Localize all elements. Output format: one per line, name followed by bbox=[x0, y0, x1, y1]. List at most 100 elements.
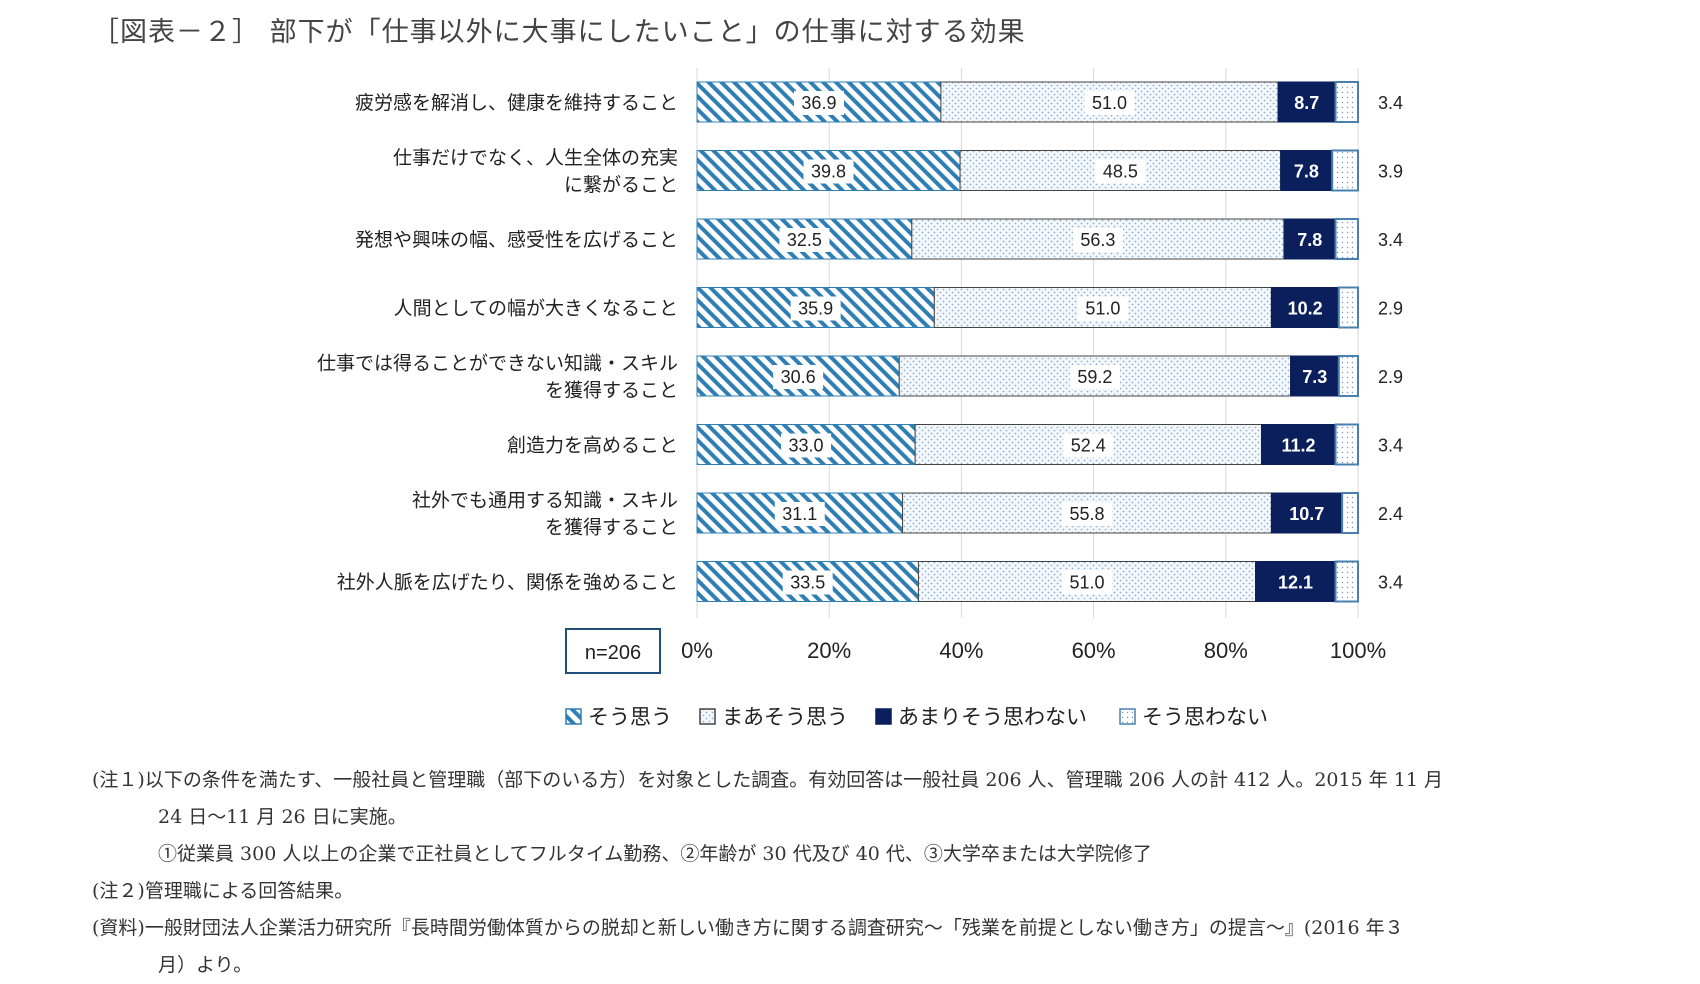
data-label: 3.4 bbox=[1378, 93, 1403, 113]
legend-label: あまりそう思わない bbox=[898, 705, 1087, 729]
data-label: 2.9 bbox=[1378, 367, 1403, 387]
data-label-bg bbox=[1084, 91, 1135, 115]
data-label-bg bbox=[1077, 296, 1128, 321]
legend-label: そう思わない bbox=[1142, 705, 1268, 729]
category-label: 発想や興味の幅、感受性を広げること bbox=[355, 229, 678, 251]
data-label: 48.5 bbox=[1103, 162, 1138, 182]
category-label: 仕事では得ることができない知識・スキルを獲得すること bbox=[317, 353, 678, 402]
legend-swatch bbox=[1119, 708, 1136, 725]
data-label-bg bbox=[781, 433, 832, 458]
data-label: 51.0 bbox=[1085, 299, 1120, 319]
notes: (注１)以下の条件を満たす、一般社員と管理職（部下のいる方）を対象とした調査。有… bbox=[92, 762, 1652, 984]
category-label: 社外でも通用する知識・スキルを獲得すること bbox=[412, 490, 678, 539]
data-label: 7.8 bbox=[1294, 162, 1319, 182]
bar-sou-omowanai bbox=[1334, 560, 1360, 603]
x-tick-label: 80% bbox=[1204, 638, 1248, 663]
data-label: 35.9 bbox=[798, 299, 833, 319]
data-label: 3.4 bbox=[1378, 230, 1403, 250]
data-label: 56.3 bbox=[1080, 230, 1115, 250]
data-label: 10.7 bbox=[1289, 504, 1324, 524]
data-label: 3.4 bbox=[1378, 436, 1403, 456]
bar-amari-sou-omowanai bbox=[1277, 81, 1337, 123]
category-label: 仕事だけでなく、人生全体の充実に繋がること bbox=[393, 147, 678, 196]
data-label: 39.8 bbox=[811, 162, 846, 182]
data-label-bg bbox=[790, 296, 841, 321]
data-label: 12.1 bbox=[1278, 573, 1313, 593]
category-label: 人間としての幅が大きくなること bbox=[394, 298, 678, 320]
source-cont: 月）より。 bbox=[158, 954, 253, 976]
data-label: 7.3 bbox=[1302, 367, 1327, 387]
data-label: 32.5 bbox=[787, 230, 822, 250]
x-tick-label: 60% bbox=[1072, 638, 1116, 663]
data-label: 8.7 bbox=[1294, 93, 1319, 113]
note-1-conditions: ①従業員 300 人以上の企業で正社員としてフルタイム勤務、②年齢が 30 代及… bbox=[158, 843, 1152, 865]
bar-sou-omowanai bbox=[1341, 492, 1359, 534]
data-label: 36.9 bbox=[801, 93, 836, 113]
data-label: 55.8 bbox=[1069, 504, 1104, 524]
note-1: (注１)以下の条件を満たす、一般社員と管理職（部下のいる方）を対象とした調査。有… bbox=[92, 769, 1443, 791]
bar-sou-omowanai bbox=[1334, 81, 1360, 123]
bar-sou-omowanai bbox=[1334, 218, 1360, 260]
bar-sou-omowanai bbox=[1337, 286, 1360, 329]
x-tick-label: 20% bbox=[807, 638, 851, 663]
bar-amari-sou-omowanai bbox=[1283, 218, 1337, 260]
page-title: ［図表－２］ 部下が「仕事以外に大事にしたいこと」の仕事に対する効果 bbox=[92, 17, 1026, 48]
category-labels: 疲労感を解消し、健康を維持すること仕事だけでなく、人生全体の充実に繋がること発想… bbox=[317, 92, 678, 594]
bar-amari-sou-omowanai bbox=[1270, 492, 1343, 534]
legend-swatch bbox=[699, 708, 716, 725]
source: (資料)一般財団法人企業活力研究所『長時間労働体質からの脱却と新しい働き方に関す… bbox=[92, 917, 1404, 939]
category-label: 社外人脈を広げたり、関係を強めること bbox=[337, 572, 678, 594]
x-tick-label: 0% bbox=[681, 638, 713, 663]
bar-amari-sou-omowanai bbox=[1260, 424, 1337, 465]
bar-amari-sou-omowanai bbox=[1280, 150, 1333, 191]
category-label: 疲労感を解消し、健康を維持すること bbox=[355, 92, 678, 114]
legend-label: まあそう思う bbox=[722, 705, 848, 729]
category-label: 創造力を高めること bbox=[507, 435, 678, 457]
data-label: 3.4 bbox=[1378, 573, 1403, 593]
note-2: (注２)管理職による回答結果。 bbox=[92, 880, 354, 902]
data-label-bg bbox=[1063, 433, 1114, 458]
data-label: 33.5 bbox=[790, 573, 825, 593]
bars: 36.9 51.0 8.7 3.4 39.8 48.5 7.8 3.9 32.5 56.3 7.8 3… bbox=[696, 81, 1403, 603]
n-box: n=206 bbox=[565, 628, 661, 674]
data-label: 3.9 bbox=[1378, 162, 1403, 182]
x-tick-label: 40% bbox=[939, 638, 983, 663]
x-axis-ticks: 0% 20% 40% 60% 80% 100% bbox=[681, 638, 1386, 663]
bar-amari-sou-omowanai bbox=[1255, 561, 1337, 602]
data-label-bg bbox=[793, 91, 844, 115]
data-label-bg bbox=[779, 228, 830, 252]
bar-sou-omou bbox=[696, 287, 935, 328]
data-label: 30.6 bbox=[781, 367, 816, 387]
legend-swatch bbox=[875, 708, 892, 725]
data-label: 2.4 bbox=[1378, 504, 1403, 524]
data-label-bg bbox=[1061, 570, 1112, 595]
legend-swatch bbox=[565, 708, 582, 725]
data-label: 51.0 bbox=[1092, 93, 1127, 113]
data-label-bg bbox=[774, 502, 825, 526]
data-label: 59.2 bbox=[1077, 367, 1112, 387]
data-label: 52.4 bbox=[1071, 436, 1106, 456]
data-label-bg bbox=[1069, 365, 1120, 389]
data-label: 7.8 bbox=[1297, 230, 1322, 250]
data-label-bg bbox=[1061, 502, 1112, 526]
data-label-bg bbox=[1072, 228, 1123, 252]
bar-sou-omowanai bbox=[1337, 355, 1360, 397]
data-label: 2.9 bbox=[1378, 299, 1403, 319]
data-label: 11.2 bbox=[1281, 436, 1315, 456]
data-label-bg bbox=[803, 159, 854, 184]
data-label: 51.0 bbox=[1069, 573, 1104, 593]
bar-sou-omowanai bbox=[1334, 423, 1360, 466]
n-label: n=206 bbox=[585, 642, 641, 664]
x-tick-label: 100% bbox=[1330, 638, 1386, 663]
data-label: 10.2 bbox=[1288, 299, 1323, 319]
data-label: 31.1 bbox=[782, 504, 817, 524]
data-label-bg bbox=[773, 365, 824, 389]
data-label-bg bbox=[782, 570, 833, 595]
stacked-bar-chart: 疲労感を解消し、健康を維持すること仕事だけでなく、人生全体の充実に繋がること発想… bbox=[317, 68, 1403, 729]
legend: そう思う まあそう思う あまりそう思わない そう思わない bbox=[565, 705, 1268, 729]
legend-label: そう思う bbox=[588, 705, 672, 729]
bar-sou-omowanai bbox=[1331, 149, 1359, 192]
note-1-cont: 24 日～11 月 26 日に実施。 bbox=[158, 806, 407, 828]
data-label: 33.0 bbox=[789, 436, 824, 456]
data-label-bg bbox=[1095, 159, 1146, 184]
